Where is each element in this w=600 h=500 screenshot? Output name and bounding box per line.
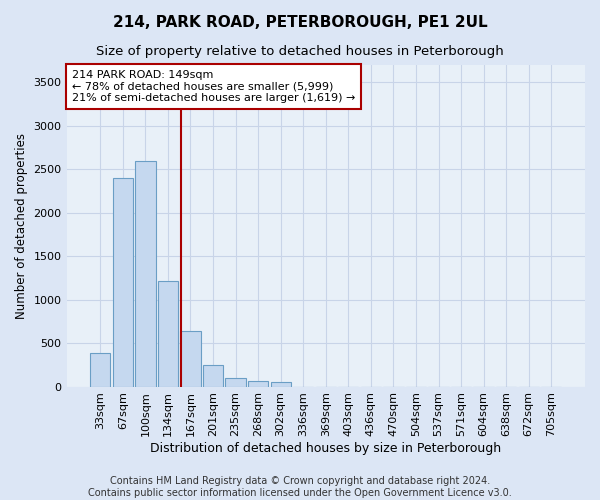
Bar [203,366,223,386]
X-axis label: Distribution of detached houses by size in Peterborough: Distribution of detached houses by size … [150,442,502,455]
Bar [113,178,133,386]
Bar [90,352,110,386]
Text: Contains HM Land Registry data © Crown copyright and database right 2024.
Contai: Contains HM Land Registry data © Crown c… [88,476,512,498]
Bar [158,280,178,386]
Bar [135,160,155,386]
Text: 214 PARK ROAD: 149sqm
← 78% of detached houses are smaller (5,999)
21% of semi-d: 214 PARK ROAD: 149sqm ← 78% of detached … [72,70,355,103]
Bar [248,382,268,386]
Text: Size of property relative to detached houses in Peterborough: Size of property relative to detached ho… [96,45,504,58]
Bar [181,331,200,386]
Bar [271,382,291,386]
Text: 214, PARK ROAD, PETERBOROUGH, PE1 2UL: 214, PARK ROAD, PETERBOROUGH, PE1 2UL [113,15,487,30]
Y-axis label: Number of detached properties: Number of detached properties [15,133,28,319]
Bar [226,378,246,386]
